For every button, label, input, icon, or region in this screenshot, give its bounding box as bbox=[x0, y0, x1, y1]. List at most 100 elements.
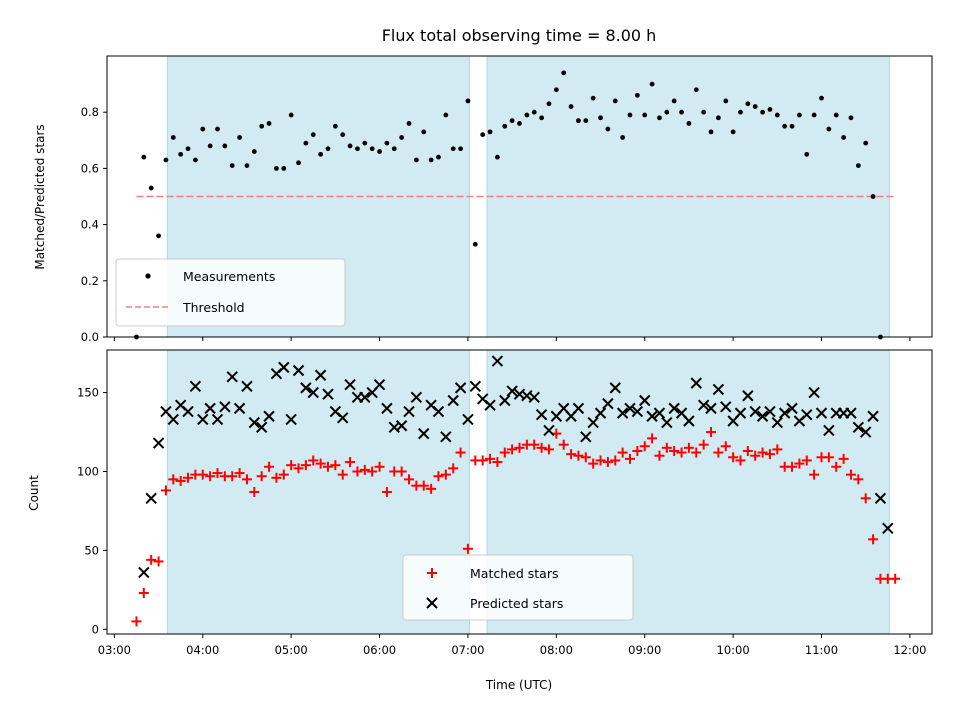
predicted-star-point bbox=[219, 401, 231, 413]
measurement-point bbox=[391, 146, 397, 152]
measurement-point bbox=[384, 140, 390, 146]
matched-star-point bbox=[669, 445, 680, 456]
x-stroke-b bbox=[535, 408, 548, 421]
matched-star-point bbox=[566, 449, 577, 460]
predicted-star-point bbox=[226, 371, 238, 383]
predicted-star-point bbox=[882, 522, 894, 534]
matched-star-point bbox=[396, 466, 407, 477]
predicted-star-point bbox=[381, 402, 393, 415]
legend-marker-measurements bbox=[145, 273, 151, 279]
x-stroke-b bbox=[557, 402, 570, 415]
x-stroke-b bbox=[778, 407, 791, 419]
measurement-point bbox=[332, 123, 338, 129]
x-stroke-b bbox=[329, 405, 342, 418]
measurement-point bbox=[355, 146, 360, 152]
predicted-star-point bbox=[182, 405, 194, 418]
predicted-star-point bbox=[506, 385, 518, 397]
matched-star-point bbox=[750, 450, 761, 461]
x-stroke-b bbox=[705, 402, 717, 415]
predicted-star-point bbox=[661, 416, 673, 429]
measurement-point bbox=[524, 112, 530, 118]
measurement-point bbox=[421, 129, 427, 135]
predicted-star-point bbox=[314, 369, 327, 381]
x-stroke-b bbox=[845, 407, 857, 419]
measurement-point bbox=[502, 123, 508, 129]
measurement-point bbox=[266, 121, 272, 126]
x-stroke-b bbox=[594, 407, 607, 419]
measurement-point bbox=[590, 95, 596, 101]
x-stroke-b bbox=[712, 383, 725, 396]
x-stroke-b bbox=[255, 421, 268, 434]
matched-star-point bbox=[529, 439, 540, 450]
x-tick-label: 04:00 bbox=[186, 643, 219, 657]
measurement-point bbox=[207, 143, 213, 149]
x-stroke-b bbox=[484, 399, 496, 411]
matched-star-point bbox=[485, 453, 496, 464]
x-stroke-b bbox=[152, 437, 165, 449]
matched-star-point bbox=[691, 447, 702, 458]
measurement-point bbox=[546, 101, 552, 107]
measurement-point bbox=[642, 112, 648, 118]
measurement-point bbox=[620, 135, 626, 140]
measurement-point bbox=[774, 112, 780, 118]
matched-star-point bbox=[787, 461, 798, 472]
matched-star-point bbox=[757, 447, 768, 458]
predicted-star-point bbox=[712, 383, 725, 396]
predicted-star-point bbox=[734, 407, 747, 419]
matched-star-point bbox=[264, 461, 275, 472]
measurement-point bbox=[156, 233, 161, 239]
predicted-star-point bbox=[491, 355, 504, 367]
matched-star-point bbox=[197, 469, 208, 480]
x-stroke-b bbox=[138, 566, 150, 579]
measurement-point bbox=[200, 126, 206, 132]
matched-star-point bbox=[845, 469, 856, 480]
counts-y-label: Count bbox=[27, 475, 41, 511]
predicted-star-point bbox=[403, 405, 415, 418]
predicted-star-point bbox=[690, 377, 702, 389]
measurement-point bbox=[767, 106, 773, 112]
matched-star-point bbox=[868, 534, 879, 545]
matched-star-point bbox=[492, 457, 503, 468]
predicted-star-point bbox=[616, 407, 629, 419]
measurement-point bbox=[701, 109, 707, 115]
predicted-star-point bbox=[454, 382, 467, 394]
measurement-point bbox=[141, 154, 147, 160]
x-stroke-b bbox=[160, 405, 172, 418]
predicted-star-point bbox=[624, 402, 636, 415]
measurement-point bbox=[804, 151, 810, 157]
matched-star-point bbox=[212, 468, 223, 479]
x-tick-label: 08:00 bbox=[540, 643, 573, 657]
matched-star-point bbox=[624, 453, 635, 464]
measurement-point bbox=[612, 98, 618, 104]
predicted-star-point bbox=[167, 413, 180, 426]
predicted-star-point bbox=[447, 394, 459, 407]
x-stroke-b bbox=[403, 405, 415, 418]
matched-star-point bbox=[558, 439, 569, 450]
matched-star-point bbox=[588, 458, 599, 469]
measurement-point bbox=[472, 241, 478, 247]
x-stroke-b bbox=[300, 382, 312, 394]
x-stroke-b bbox=[454, 382, 467, 394]
x-stroke-b bbox=[852, 421, 865, 434]
matched-star-point bbox=[661, 442, 672, 453]
matched-star-point bbox=[462, 543, 473, 554]
legend-label-threshold: Threshold bbox=[182, 300, 245, 315]
x-stroke-b bbox=[226, 371, 238, 383]
x-stroke-b bbox=[742, 390, 754, 402]
measurement-point bbox=[450, 146, 456, 152]
ratio-legend-box bbox=[115, 258, 346, 327]
predicted-star-point bbox=[337, 412, 349, 424]
matched-star-point bbox=[580, 452, 591, 463]
predicted-star-point bbox=[742, 390, 754, 402]
x-stroke-b bbox=[167, 413, 180, 426]
x-stroke-b bbox=[653, 407, 666, 419]
measurement-point bbox=[465, 98, 471, 104]
x-stroke-b bbox=[771, 416, 784, 429]
predicted-star-point bbox=[749, 405, 761, 418]
x-tick-label: 09:00 bbox=[628, 643, 661, 657]
predicted-star-point bbox=[440, 431, 452, 443]
measurement-point bbox=[708, 129, 714, 135]
x-stroke-b bbox=[204, 402, 216, 415]
y-tick-label: 150 bbox=[77, 386, 99, 400]
